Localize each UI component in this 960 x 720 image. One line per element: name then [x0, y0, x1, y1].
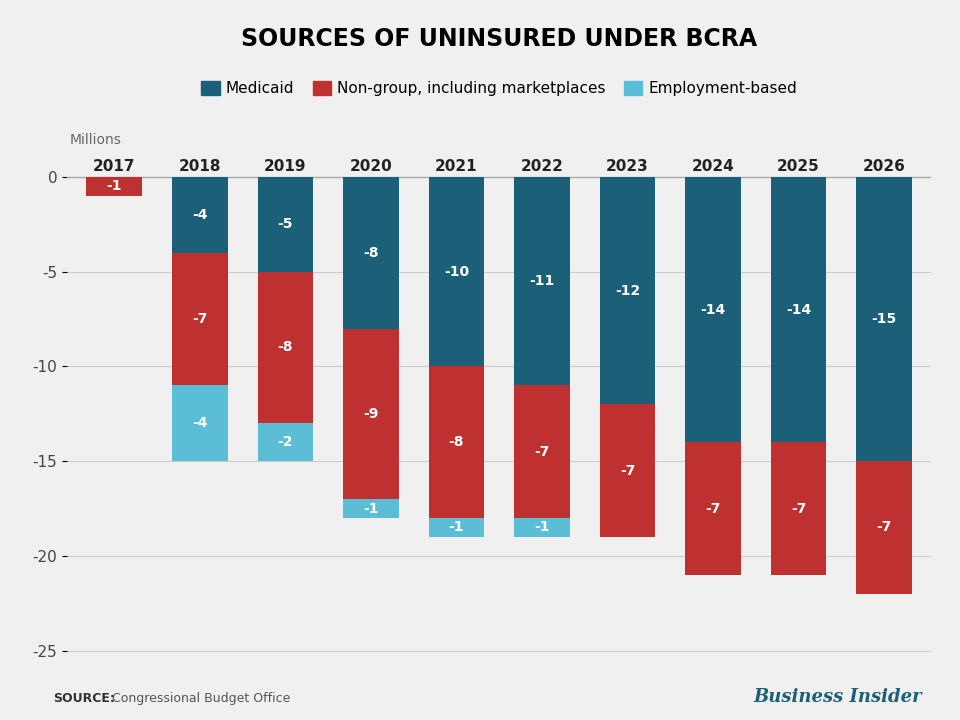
- Text: -9: -9: [363, 407, 378, 420]
- Text: -8: -8: [277, 341, 293, 354]
- Bar: [428, 366, 484, 518]
- Text: -1: -1: [363, 502, 378, 516]
- Text: 2017: 2017: [93, 158, 135, 174]
- Bar: [343, 177, 398, 328]
- Bar: [257, 271, 313, 423]
- Text: 2025: 2025: [778, 158, 820, 174]
- Text: -4: -4: [192, 416, 207, 431]
- Text: 2023: 2023: [606, 158, 649, 174]
- Text: -7: -7: [876, 521, 892, 534]
- Bar: [172, 385, 228, 462]
- Bar: [856, 462, 912, 594]
- Bar: [600, 405, 656, 537]
- Text: 2021: 2021: [435, 158, 478, 174]
- Text: -12: -12: [615, 284, 640, 297]
- Text: 2024: 2024: [692, 158, 734, 174]
- Text: -4: -4: [192, 208, 207, 222]
- Bar: [685, 442, 741, 575]
- Bar: [600, 177, 656, 405]
- Text: -2: -2: [277, 435, 293, 449]
- Title: SOURCES OF UNINSURED UNDER BCRA: SOURCES OF UNINSURED UNDER BCRA: [241, 27, 757, 51]
- Bar: [515, 177, 570, 385]
- Text: SOURCE:: SOURCE:: [53, 692, 114, 705]
- Text: -7: -7: [706, 502, 721, 516]
- Bar: [172, 177, 228, 253]
- Bar: [428, 177, 484, 366]
- Bar: [172, 253, 228, 385]
- Bar: [343, 328, 398, 499]
- Text: 2022: 2022: [520, 158, 564, 174]
- Text: -7: -7: [620, 464, 636, 477]
- Text: -7: -7: [192, 312, 207, 326]
- Text: 2020: 2020: [349, 158, 393, 174]
- Text: -7: -7: [791, 502, 806, 516]
- Text: -14: -14: [786, 302, 811, 317]
- Text: -11: -11: [529, 274, 555, 288]
- Text: -5: -5: [277, 217, 293, 231]
- Text: -8: -8: [448, 435, 465, 449]
- Bar: [685, 177, 741, 442]
- Bar: [257, 423, 313, 462]
- Text: 2019: 2019: [264, 158, 306, 174]
- Bar: [428, 518, 484, 537]
- Text: -1: -1: [448, 521, 465, 534]
- Text: Business Insider: Business Insider: [753, 688, 922, 706]
- Bar: [856, 177, 912, 462]
- Bar: [515, 385, 570, 518]
- Text: -1: -1: [534, 521, 550, 534]
- Bar: [343, 499, 398, 518]
- Text: -7: -7: [535, 445, 550, 459]
- Text: -10: -10: [444, 265, 469, 279]
- Text: -1: -1: [107, 179, 122, 194]
- Bar: [771, 442, 827, 575]
- Bar: [86, 177, 142, 196]
- Text: Congressional Budget Office: Congressional Budget Office: [108, 692, 291, 705]
- Bar: [515, 518, 570, 537]
- Text: 2026: 2026: [863, 158, 905, 174]
- Text: -15: -15: [872, 312, 897, 326]
- Legend: Medicaid, Non-group, including marketplaces, Employment-based: Medicaid, Non-group, including marketpla…: [195, 75, 804, 102]
- Bar: [771, 177, 827, 442]
- Text: -14: -14: [701, 302, 726, 317]
- Bar: [257, 177, 313, 271]
- Text: -8: -8: [363, 246, 378, 260]
- Text: Millions: Millions: [70, 132, 122, 147]
- Text: 2018: 2018: [179, 158, 221, 174]
